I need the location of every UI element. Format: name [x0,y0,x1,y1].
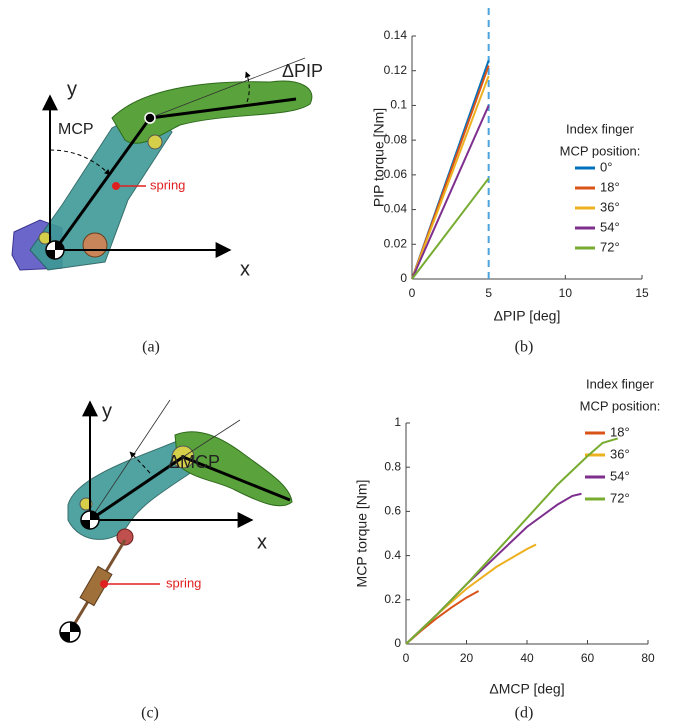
x-axis-title: ΔMCP [deg] [489,681,564,697]
caption: (a) [142,339,160,356]
legend-label: 0° [600,159,612,174]
x-axis-title: ΔPIP [deg] [494,308,561,324]
x-tick-label: 80 [641,651,655,665]
legend-label: 54° [610,468,630,483]
y-tick-label: 0.12 [384,63,408,77]
x-axis-label: x [257,531,267,553]
illustration-c: y x ΔMCP spring [60,400,292,642]
legend-label: 36° [610,446,630,461]
legend-label: 72° [600,239,620,254]
y-tick-label: 0.1 [390,98,407,112]
illustration-a: y x MCP ΔPIP spring [12,58,323,280]
y-tick-label: 0.08 [384,132,408,146]
delta-label: ΔMCP [168,452,220,472]
caption: (d) [515,705,534,722]
x-axis-label: x [240,258,250,280]
y-tick-label: 0.2 [384,592,401,606]
x-tick-label: 40 [520,651,534,665]
legend-label: 36° [600,199,620,214]
caption: (b) [515,339,534,356]
y-axis-label: y [102,400,112,422]
series-line [406,591,479,644]
legend-label: 18° [600,179,620,194]
legend-label: 18° [610,424,630,439]
spring-label: spring [150,177,185,192]
legend-title: MCP position: [580,398,661,413]
y-axis-label: y [67,78,77,100]
y-tick-label: 0 [400,271,407,285]
y-tick-label: 0.06 [384,167,408,181]
delta-label: ΔPIP [282,61,323,81]
x-tick-label: 60 [581,651,595,665]
x-tick-label: 0 [409,286,416,300]
y-axis-title: MCP torque [Nm] [354,480,370,588]
y-tick-label: 1 [394,415,401,429]
legend-label: 54° [600,219,620,234]
x-tick-label: 5 [485,286,492,300]
y-axis-title: PIP torque [Nm] [371,108,387,207]
y-tick-label: 0.02 [384,236,408,250]
legend-title: Index finger [586,376,655,391]
y-tick-label: 0.14 [384,28,408,42]
y-tick-label: 0.8 [384,459,401,473]
x-tick-label: 15 [635,286,649,300]
legend-label: 72° [610,490,630,505]
angle-label: MCP [58,121,94,138]
y-tick-label: 0.4 [384,548,401,562]
caption: (c) [141,705,159,722]
y-tick-label: 0.04 [384,202,408,216]
legend-title: Index finger [566,121,635,136]
series-line [412,76,489,279]
y-tick-label: 0.6 [384,504,401,518]
legend-title: MCP position: [560,143,641,158]
x-tick-label: 0 [403,651,410,665]
y-tick-label: 0 [394,636,401,650]
figure: y x MCP ΔPIP spring y x ΔMCP spring (a) … [0,0,673,725]
x-tick-label: 10 [559,286,573,300]
spring-label: spring [166,575,201,590]
x-tick-label: 20 [460,651,474,665]
